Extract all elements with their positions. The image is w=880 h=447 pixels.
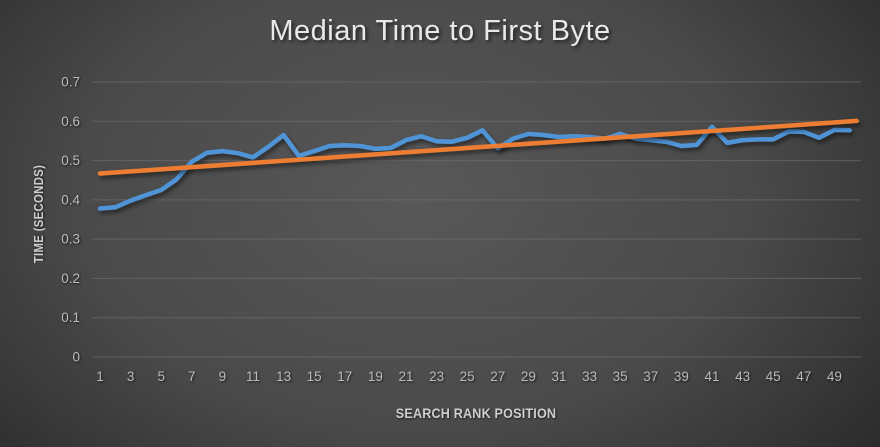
- x-tick-label: 15: [307, 369, 322, 384]
- x-tick-label: 23: [429, 369, 444, 384]
- x-tick-label: 17: [337, 369, 352, 384]
- chart-title: Median Time to First Byte: [269, 15, 611, 47]
- y-tick-label: 0.6: [61, 114, 80, 129]
- x-tick-label: 7: [188, 369, 196, 384]
- x-axis-title: SEARCH RANK POSITION: [395, 405, 557, 421]
- x-tick-label: 11: [246, 369, 260, 384]
- x-tick-label: 39: [674, 369, 689, 384]
- x-tick-label: 27: [490, 369, 505, 384]
- x-tick-label: 13: [276, 369, 291, 384]
- x-tick-label: 29: [521, 369, 536, 384]
- x-tick-label: 41: [704, 369, 719, 384]
- x-tick-label: 1: [96, 369, 104, 384]
- trendline: [97, 118, 859, 176]
- x-tick-label: 49: [827, 369, 842, 384]
- y-tick-label: 0.1: [61, 310, 80, 325]
- x-tick-label: 25: [460, 369, 475, 384]
- y-axis-title: TIME (SECONDS): [31, 164, 46, 264]
- x-tick-label: 37: [643, 369, 658, 384]
- x-tick-label: 35: [613, 369, 628, 384]
- y-tick-label: 0.2: [61, 271, 80, 286]
- x-tick-label: 45: [766, 369, 781, 384]
- x-tick-label: 47: [796, 369, 811, 384]
- y-tick-label: 0.7: [61, 75, 80, 90]
- y-tick-label: 0.4: [61, 192, 80, 207]
- y-tick-label: 0: [72, 350, 80, 365]
- x-tick-label: 19: [368, 369, 383, 384]
- y-tick-label: 0.5: [61, 153, 80, 168]
- x-tick-label: 43: [735, 369, 750, 384]
- x-tick-label: 33: [582, 369, 597, 384]
- y-tick-label: 0.3: [61, 232, 80, 247]
- x-tick-label: 31: [551, 369, 566, 384]
- x-tick-label: 21: [398, 369, 413, 384]
- x-tick-label: 5: [157, 369, 165, 384]
- series-line-median-ttfb: [97, 124, 852, 211]
- x-tick-label: 9: [219, 369, 227, 384]
- x-tick-label: 3: [127, 369, 135, 384]
